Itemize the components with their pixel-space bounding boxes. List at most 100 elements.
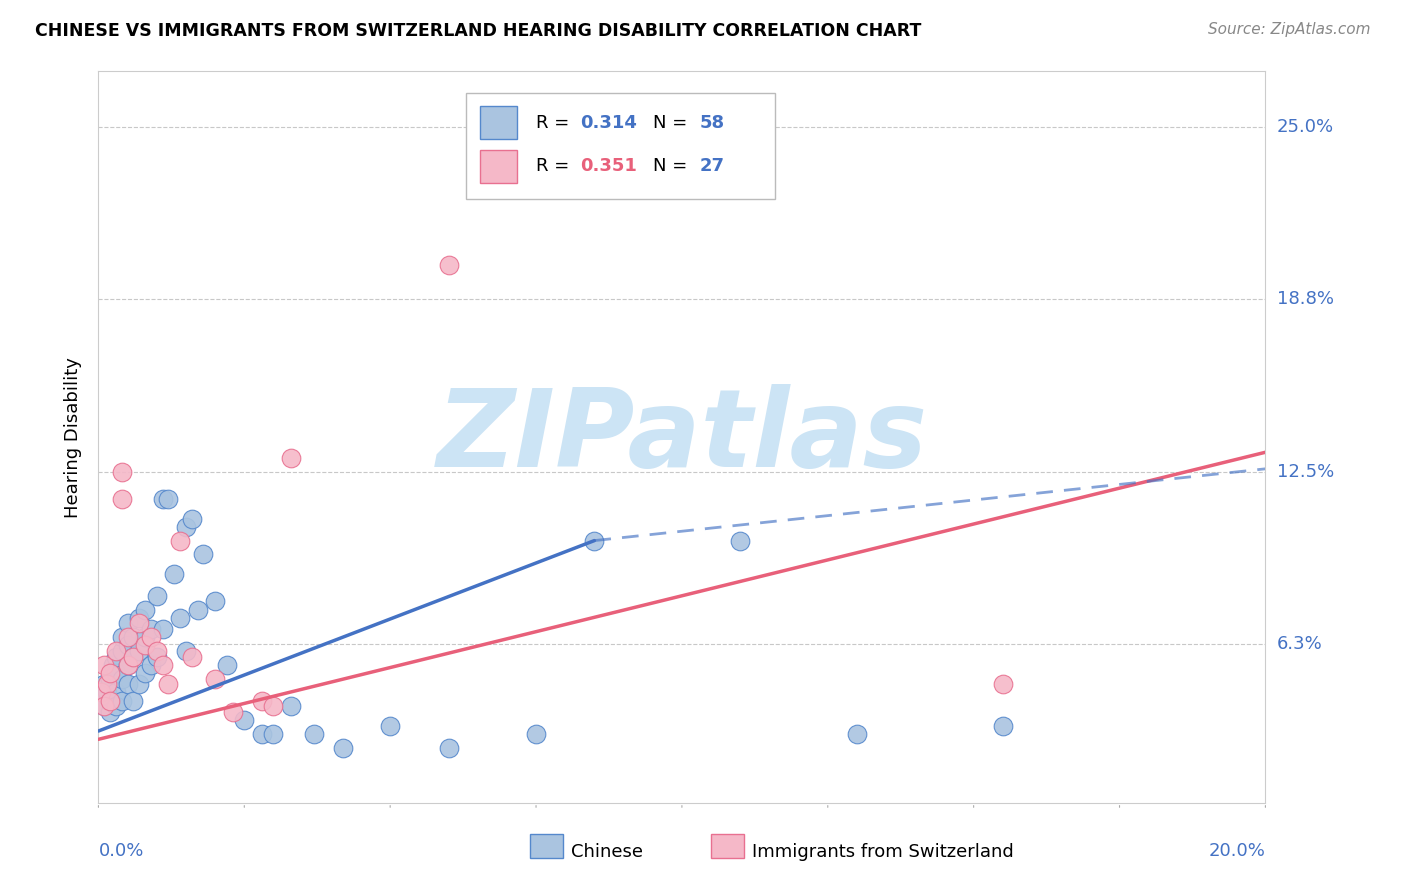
Point [98,694,121,708]
Point [169,611,191,625]
Point [117,657,139,672]
Point [93,677,115,691]
Point [152,492,174,507]
Bar [479,106,517,138]
Text: N =: N = [652,113,693,131]
Point [96,685,118,699]
Point [262,727,284,741]
Point [187,602,209,616]
Point [204,672,226,686]
Text: ZIPatlas: ZIPatlas [436,384,928,490]
Point [128,677,150,691]
Y-axis label: Hearing Disability: Hearing Disability [63,357,82,517]
Point [163,566,186,581]
Bar [711,834,744,858]
Point [117,657,139,672]
Text: 12.5%: 12.5% [1277,463,1334,481]
Text: Immigrants from Switzerland: Immigrants from Switzerland [752,843,1014,861]
Point [146,649,169,664]
Text: N =: N = [652,158,693,176]
Point [134,630,156,644]
Point [111,630,134,644]
Point [139,622,162,636]
Point [280,450,302,465]
Point [146,644,169,658]
Point [332,740,354,755]
Point [101,657,124,672]
Point [174,520,197,534]
Point [96,677,118,691]
Point [98,705,121,719]
Point [139,657,162,672]
Point [111,492,134,507]
Text: R =: R = [536,113,575,131]
Bar [479,150,517,183]
Point [221,705,243,719]
Text: CHINESE VS IMMIGRANTS FROM SWITZERLAND HEARING DISABILITY CORRELATION CHART: CHINESE VS IMMIGRANTS FROM SWITZERLAND H… [35,22,921,40]
Text: Source: ZipAtlas.com: Source: ZipAtlas.com [1208,22,1371,37]
Point [524,727,547,741]
Point [180,511,202,525]
Point [991,718,1014,732]
Point [233,713,256,727]
Point [111,672,134,686]
Point [157,492,180,507]
Point [583,533,606,548]
Point [380,718,402,732]
Text: Chinese: Chinese [571,843,643,861]
Point [117,639,139,653]
Point [169,533,191,548]
Point [104,649,127,664]
Point [117,630,139,644]
Text: 25.0%: 25.0% [1277,118,1334,136]
Point [157,677,180,691]
Point [93,699,115,714]
Point [122,630,145,644]
Bar [530,834,562,858]
Point [134,602,156,616]
Text: 18.8%: 18.8% [1277,290,1333,308]
Point [104,644,127,658]
Point [128,644,150,658]
Point [193,548,215,562]
Point [204,594,226,608]
Point [90,694,112,708]
Point [104,699,127,714]
Point [139,630,162,644]
Point [93,699,115,714]
Point [122,694,145,708]
Point [134,666,156,681]
Text: 0.314: 0.314 [581,113,637,131]
Point [174,644,197,658]
Point [991,677,1014,691]
Point [104,666,127,681]
Point [437,258,460,272]
Point [117,616,139,631]
Point [180,649,202,664]
Point [128,616,150,631]
Point [122,649,145,664]
Point [146,589,169,603]
Point [122,649,145,664]
Point [152,622,174,636]
Point [98,694,121,708]
Point [152,657,174,672]
Point [250,727,273,741]
Point [98,666,121,681]
Point [134,639,156,653]
Point [111,465,134,479]
Point [250,694,273,708]
Point [111,694,134,708]
Point [98,672,121,686]
Text: 27: 27 [699,158,724,176]
Point [117,677,139,691]
Point [93,657,115,672]
Text: 6.3%: 6.3% [1277,635,1322,653]
Point [128,611,150,625]
Text: 58: 58 [699,113,724,131]
Point [215,657,238,672]
Point [846,727,869,741]
Text: 0.0%: 0.0% [98,842,143,860]
Point [304,727,326,741]
Point [90,685,112,699]
